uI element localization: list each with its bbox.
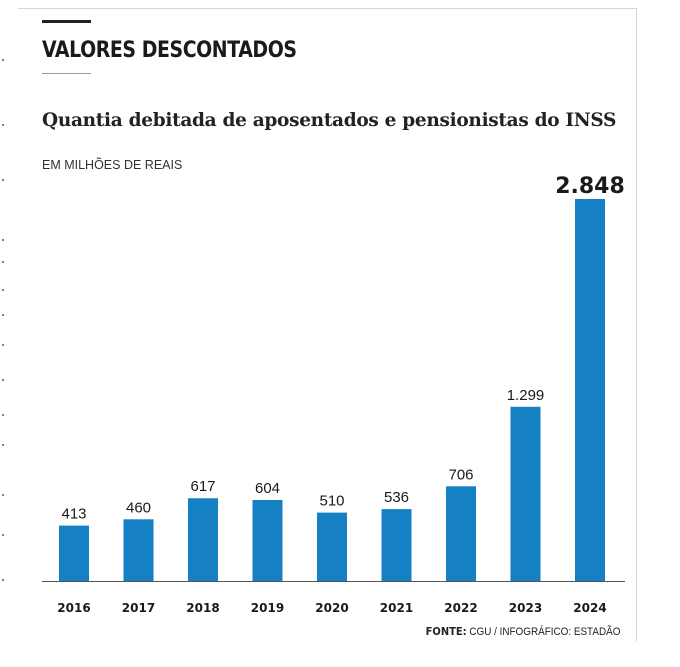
x-tick-2016: 2016 [57,601,90,615]
value-label-2016: 413 [61,506,86,523]
source-credit: FONTE: CGU / INFOGRÁFICO: ESTADÃO [425,625,620,638]
x-tick-2023: 2023 [509,601,542,615]
x-tick-2020: 2020 [315,601,348,615]
scan-edge-marks [2,59,4,581]
unit-label: EM MILHÕES DE REAIS [42,158,183,172]
x-tick-2021: 2021 [380,601,413,615]
infographic-heading: VALORES DESCONTADOS [42,38,297,63]
x-tick-2018: 2018 [186,601,219,615]
bar-2016 [59,525,89,581]
bar-2020 [317,512,347,581]
value-label-2024: 2.848 [555,174,625,199]
value-label-2023: 1.299 [507,387,545,404]
bar-2019 [252,499,283,581]
heading-rule [42,73,91,74]
bar-2017 [123,519,154,581]
source-label: FONTE: [425,625,467,638]
bar-2022 [446,486,476,581]
value-label-2018: 617 [190,478,215,495]
x-tick-2024: 2024 [573,601,606,615]
value-label-2020: 510 [319,493,344,510]
bar-2024 [575,199,605,581]
bar-2023 [510,406,541,581]
bar-2021 [381,509,412,581]
infographic-frame [18,8,637,641]
x-tick-2019: 2019 [251,601,284,615]
chart-subtitle: Quantia debitada de aposentados e pensio… [42,110,617,131]
x-tick-2022: 2022 [444,601,477,615]
source-text: CGU / INFOGRÁFICO: ESTADÃO [468,626,620,638]
value-label-2021: 536 [384,489,409,506]
value-label-2019: 604 [255,480,280,497]
value-label-2022: 706 [448,466,473,483]
bar-2018 [188,498,218,581]
value-label-2017: 460 [126,499,151,516]
x-tick-2017: 2017 [122,601,155,615]
top-rule [42,20,91,23]
